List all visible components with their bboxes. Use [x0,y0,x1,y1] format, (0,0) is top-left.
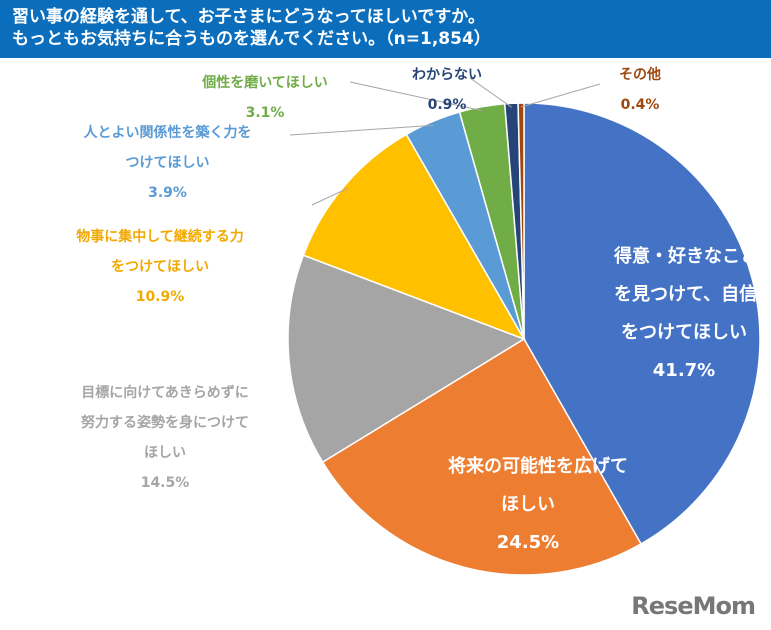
leader-line [289,124,434,136]
leader-line [289,360,294,363]
slice-value: 0.4% [620,97,660,113]
slice-value: 10.9% [135,289,185,305]
slice-label: 将来の可能性を広げてほしい 24.5% [448,448,628,562]
slice-label-text: 得意・好きなこと [614,246,758,267]
slice-label-text: 人とよい関係性を築く力を [83,125,252,141]
slice-label: 目標に向けてあきらめずに 努力する姿勢を身につけて ほしい 14.5% [40,378,290,498]
leader-line [349,81,483,112]
slice-label-text: 将来の可能性を広げて [448,456,628,477]
title-line-2: もっともお気持ちに合うものを選んでください。（n=1,854） [12,29,491,49]
slice-label-text: わからない [412,67,482,83]
pie-slice [523,102,761,545]
slice-label: わからない 0.9% [402,60,492,120]
slice-label-text: その他 [619,67,661,83]
slice-label-text: 物事に集中して継続する力 [76,229,244,245]
slice-label-text: をつけてほしい [621,322,747,343]
pie-slice [302,133,526,341]
title-line-1: 習い事の経験を通して、お子さまにどうなってほしいですか。 [12,7,485,27]
slice-value: 41.7% [652,360,716,381]
pie-slice [321,337,643,576]
slice-label-text: 努力する姿勢を身につけて [81,415,249,431]
leader-line [469,77,512,108]
slice-value: 3.9% [148,185,187,201]
slice-label: その他 0.4% [600,60,680,120]
slice-label: 得意・好きなこと を見つけて、自信 をつけてほしい 41.7% [614,238,758,390]
resemom-logo: ReseMom [631,592,756,620]
slice-label-text: つけてほしい [125,155,210,171]
slice-label-text: を見つけて、自信 [614,284,758,305]
slice-label: 人とよい関係性を築く力を つけてほしい 3.9% [45,118,290,208]
slice-value: 0.9% [427,97,467,113]
slice-label: 個性を磨いてほしい 3.1% [180,68,350,128]
leader-line [520,83,601,108]
slice-label-text: 個性を磨いてほしい [202,75,328,91]
slice-label-text: をつけてほしい [111,259,209,275]
pie-slice [517,102,525,340]
slice-value: 24.5% [496,532,560,553]
slice-label-text: 目標に向けてあきらめずに [81,385,249,401]
slice-label-text: ほしい [501,494,555,515]
slice-value: 3.1% [245,105,285,121]
slice-label: 物事に集中して継続する力 をつけてほしい 10.9% [40,222,280,312]
leader-line [311,188,348,206]
slice-label-text: ほしい [144,445,186,461]
pie-slice [287,254,526,464]
chart-title-banner: 習い事の経験を通して、お子さまにどうなってほしいですか。 もっともお気持ちに合う… [0,0,771,58]
slice-value: 14.5% [140,475,190,491]
